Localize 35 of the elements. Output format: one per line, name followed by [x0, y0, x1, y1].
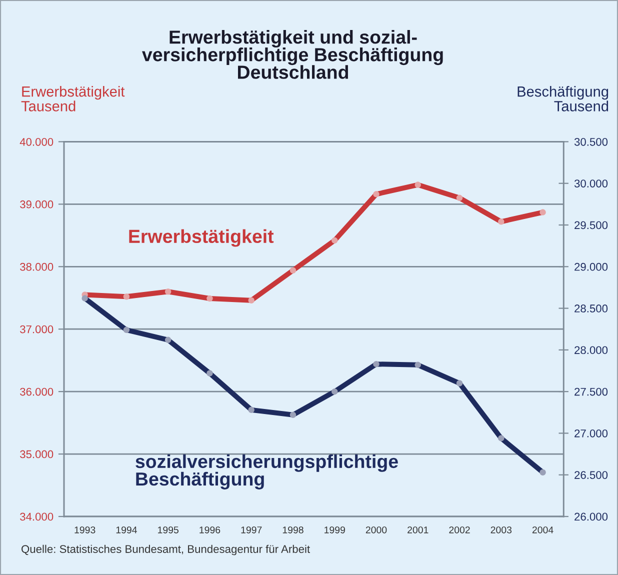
x-tick-label: 1994	[116, 526, 137, 534]
y2-tick-label: 30.500	[574, 138, 608, 146]
y-tick-label: 40.000	[20, 138, 54, 146]
x-tick-label: 1993	[74, 526, 96, 534]
x-tick-label: 2001	[408, 526, 428, 534]
y-tick-label: 36.000	[20, 388, 54, 396]
y-axis-title: Erwerbstätigkeit Tausend	[21, 86, 125, 112]
y-tick-label: 38.000	[20, 262, 54, 271]
series-label: Erwerbstätigkeit	[129, 229, 274, 247]
y2-tick-label: 28.500	[574, 304, 608, 312]
x-tick-label: 2003	[490, 526, 512, 534]
source-note: Quelle: Statistisches Bundesamt, Bundesagentur für Arbeit	[22, 544, 310, 556]
x-tick-label: 2004	[532, 526, 554, 534]
y-tick-label: 34.000	[20, 512, 54, 521]
x-tick-label: 1998	[282, 526, 304, 534]
y2-tick-label: 29.500	[574, 221, 608, 230]
x-tick-label: 1996	[200, 526, 220, 534]
y2-tick-label: 26.000	[574, 512, 608, 521]
y2-tick-label: 29.000	[574, 262, 608, 271]
x-tick-label: 1997	[241, 526, 262, 534]
x-tick-label: 2000	[366, 526, 387, 534]
y2-axis-title: Beschäftigung Tausend	[518, 86, 608, 112]
y2-tick-label: 27.500	[574, 388, 608, 396]
text: sozialversicherungspflichtige Beschäftigung	[136, 454, 398, 490]
y-tick-label: 39.000	[20, 200, 54, 208]
chart-title: Erwerbstätigkeit und sozial- versicherpflichtige Beschäftigung Deutschland	[142, 30, 443, 79]
y-tick-label: 35.000	[20, 450, 54, 458]
y2-tick-label: 30.000	[574, 180, 608, 188]
x-tick-label: 1999	[324, 526, 345, 534]
y2-tick-label: 28.000	[574, 346, 608, 354]
y-tick-label: 37.000	[20, 325, 54, 334]
y2-tick-label: 26.500	[574, 471, 608, 479]
x-tick-label: 1995	[158, 526, 178, 534]
y2-tick-label: 27.000	[574, 429, 608, 438]
x-tick-label: 2002	[449, 526, 470, 534]
